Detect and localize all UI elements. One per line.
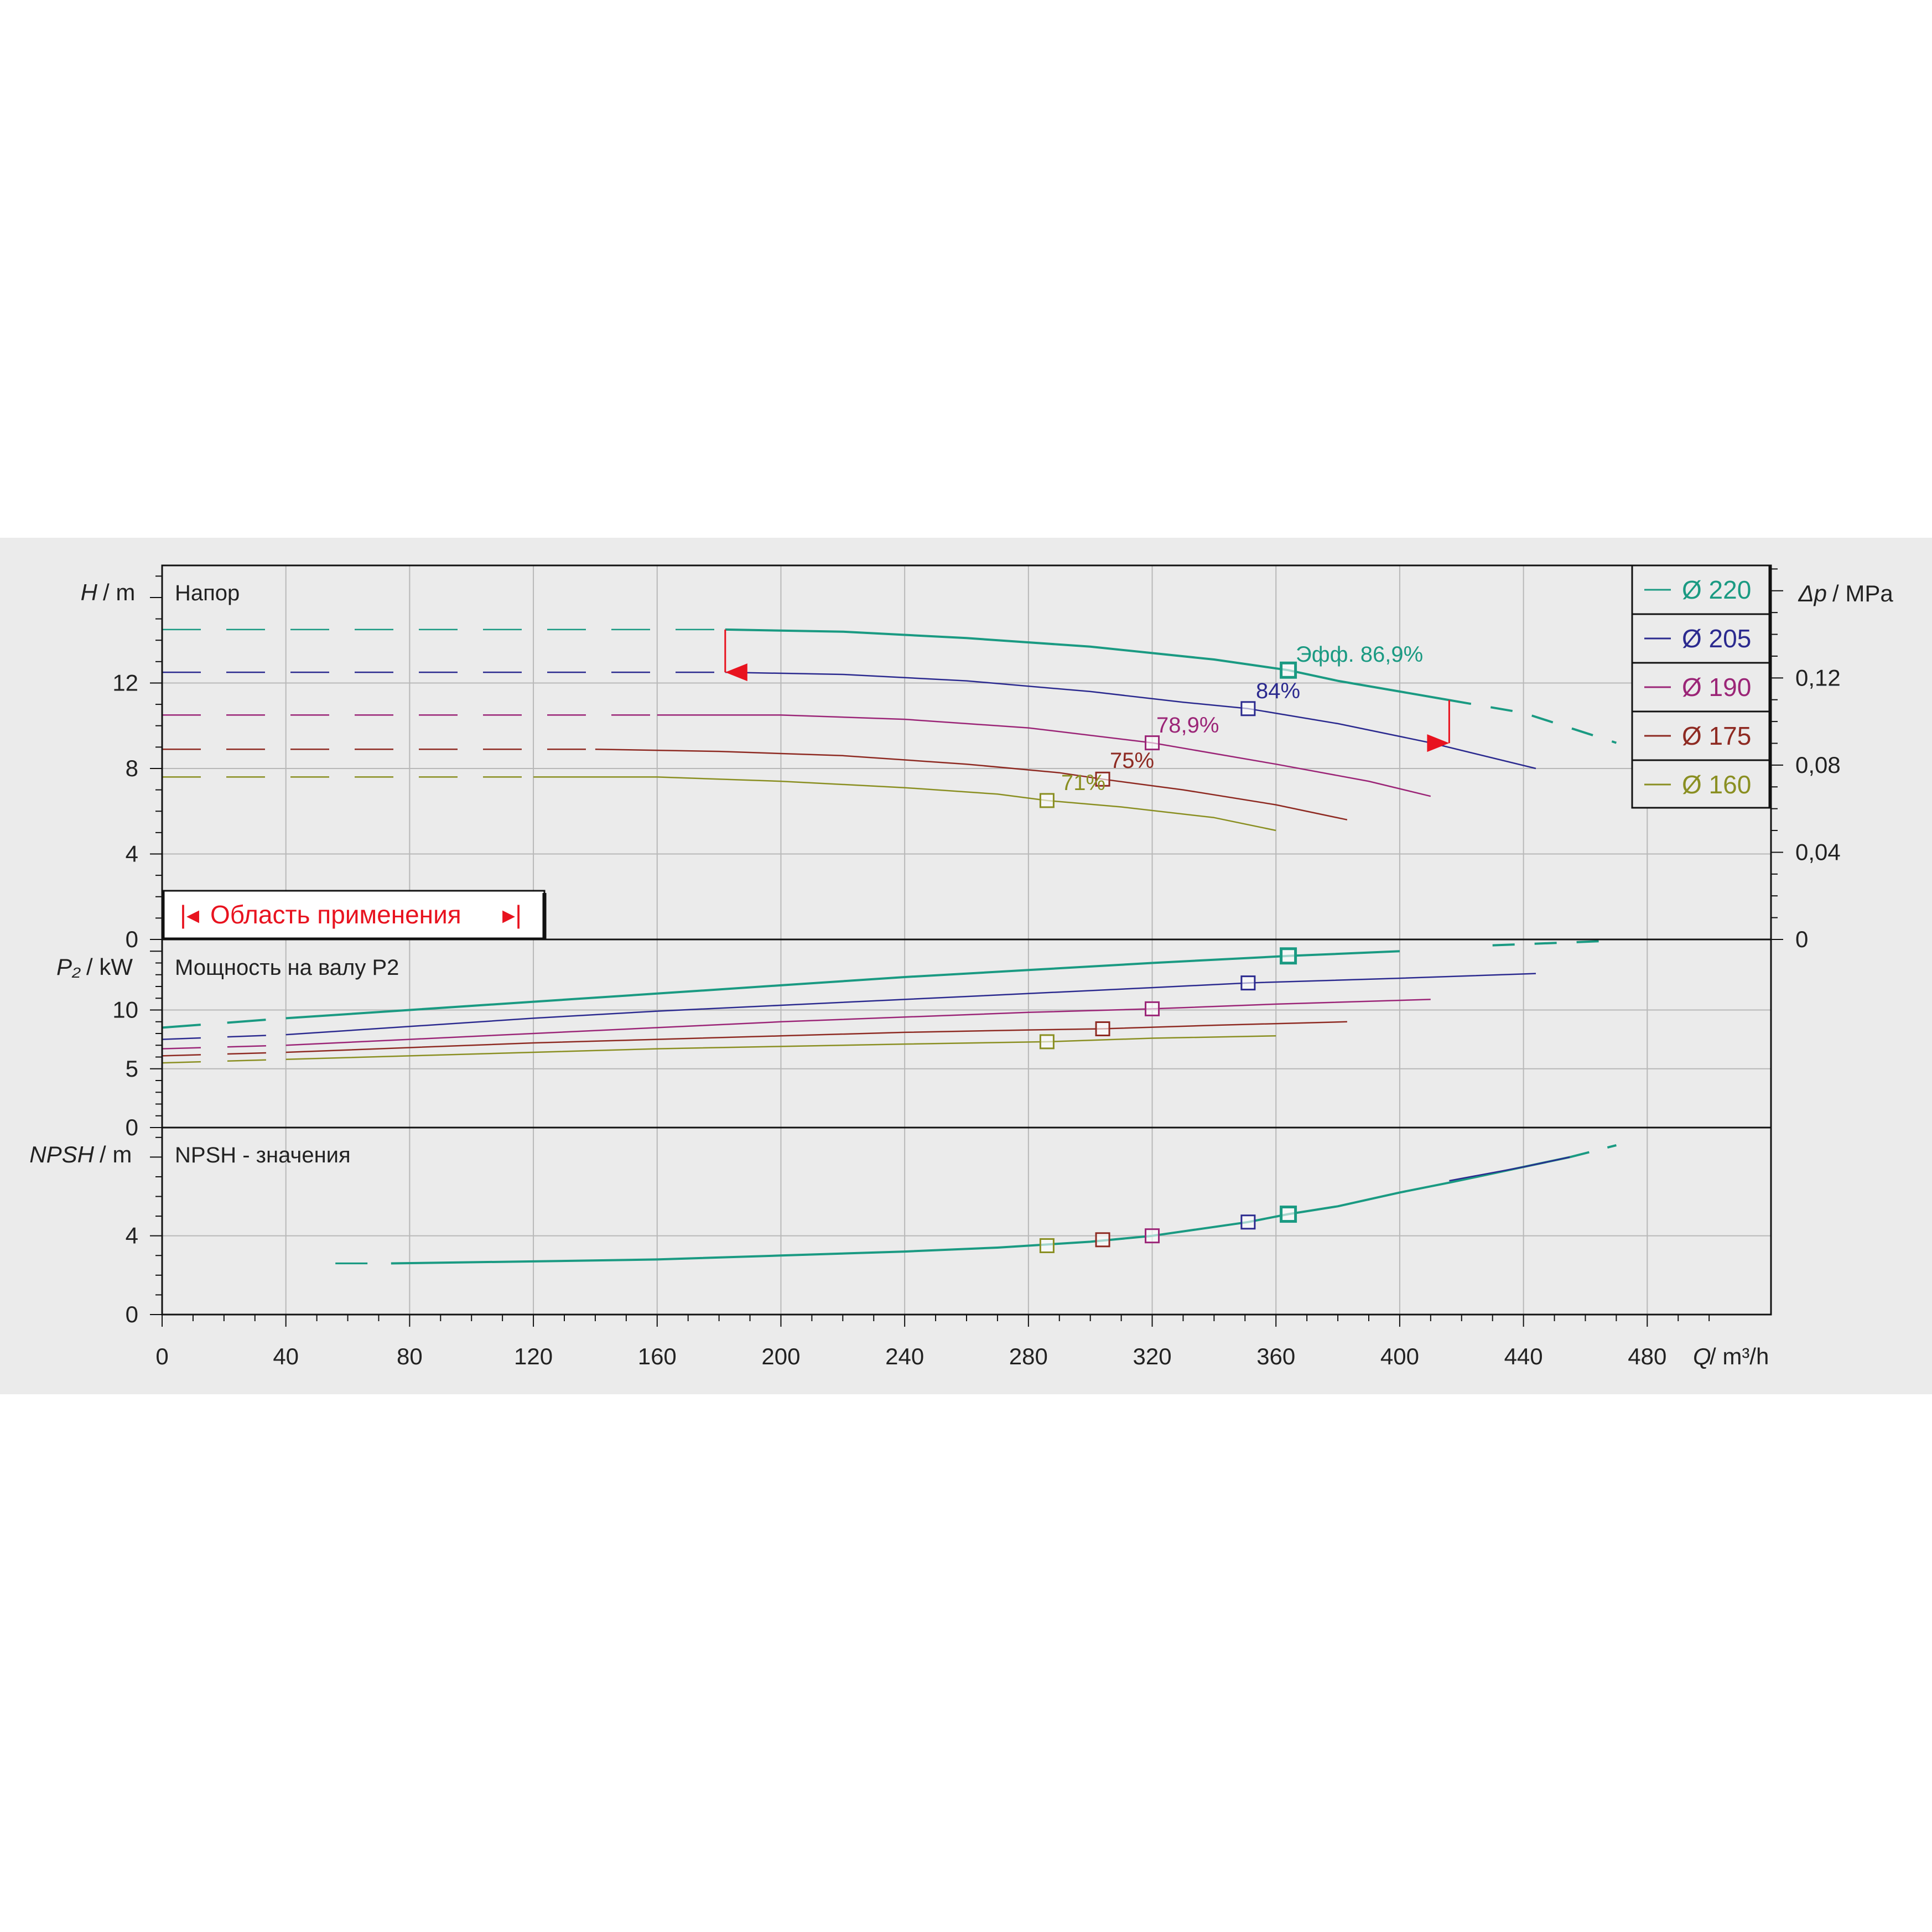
bep-marker-power-d190 xyxy=(1145,1001,1160,1016)
head-curve-d190 xyxy=(657,714,1431,797)
power-dashed-start-d205 xyxy=(162,1033,286,1040)
power-y-tick-label: 10 xyxy=(112,997,138,1023)
x-tick-label: 320 xyxy=(1133,1343,1171,1369)
head-curve-d205 xyxy=(725,671,1536,770)
operating-range-label: Область применения xyxy=(210,900,461,929)
head-ylabel-unit: / m xyxy=(103,579,135,605)
legend-label-d160: Ø 160 xyxy=(1682,770,1751,799)
npsh-y-tick-label: 0 xyxy=(126,1301,138,1327)
xlabel-unit: / m³/h xyxy=(1710,1343,1769,1369)
npsh-ylabel-unit: / m xyxy=(100,1141,132,1167)
pressure-ylabel-unit: / MPa xyxy=(1832,580,1893,606)
power-ylabel-unit: / kW xyxy=(86,954,133,980)
power-curves xyxy=(162,939,1617,1064)
power-ylabel-symbol: P₂ xyxy=(56,954,81,980)
npsh-y-tick-label: 4 xyxy=(126,1223,138,1249)
power-dashed-start-d175 xyxy=(162,1051,286,1057)
power-dashed-start-d220 xyxy=(162,1017,286,1029)
axis-ticks: 0 40 80 120 160 200 240 280 320 360 400 440 48004812… xyxy=(112,568,1841,1369)
pressure-tick-label: 0,04 xyxy=(1795,839,1841,865)
npsh-dashed-end-d220 xyxy=(1570,1144,1617,1159)
pressure-tick-label: 0,12 xyxy=(1795,664,1841,690)
head-curve-d175 xyxy=(595,748,1348,820)
range-marker-right: ▸| xyxy=(502,900,522,929)
efficiency-label-d190: 78,9% xyxy=(1156,713,1219,738)
bep-marker-head-d160 xyxy=(1039,793,1055,808)
bep-marker-head-d190 xyxy=(1145,735,1160,751)
efficiency-label-d205: 84% xyxy=(1256,679,1300,703)
bep-marker-npsh-0 xyxy=(1039,1238,1055,1253)
operating-range-frame xyxy=(163,890,546,939)
head-curve-d160 xyxy=(533,776,1276,832)
npsh-panel-title: NPSH - значения xyxy=(175,1143,351,1167)
head-y-tick-label: 4 xyxy=(126,840,138,866)
bep-marker-power-d205 xyxy=(1240,975,1256,991)
bep-marker-npsh-3 xyxy=(1240,1214,1256,1230)
legend-label-d175: Ø 175 xyxy=(1682,721,1751,750)
efficiency-label-d175: 75% xyxy=(1110,749,1154,773)
head-curves xyxy=(162,628,1617,832)
power-curve-d220 xyxy=(285,950,1400,1020)
x-tick-label: 480 xyxy=(1628,1343,1666,1369)
bep-marker-power-d220 xyxy=(1280,947,1297,965)
x-tick-label: 0 xyxy=(155,1343,168,1369)
npsh-curve-d205 xyxy=(1449,1156,1570,1182)
bep-marker-npsh-1 xyxy=(1095,1232,1110,1248)
head-y-tick-label: 0 xyxy=(126,926,138,952)
head-y-tick-label: 8 xyxy=(126,755,138,781)
bep-marker-head-d205 xyxy=(1240,701,1256,716)
power-dashed-start-d160 xyxy=(162,1058,286,1064)
bep-marker-head-d220 xyxy=(1280,661,1297,679)
head-panel-title: Напор xyxy=(175,581,240,605)
efficiency-annotations: Эфф. 86,9% 84% 78,9% 75% 71% xyxy=(1061,642,1423,795)
head-y-tick-label: 12 xyxy=(112,669,138,695)
x-tick-label: 400 xyxy=(1380,1343,1419,1369)
power-y-tick-label: 0 xyxy=(126,1114,138,1140)
x-tick-label: 280 xyxy=(1009,1343,1048,1369)
x-tick-label: 120 xyxy=(514,1343,553,1369)
operating-limit-arrow-left xyxy=(725,663,747,682)
pressure-tick-label: 0 xyxy=(1795,926,1808,952)
efficiency-label-d220: Эфф. 86,9% xyxy=(1296,642,1423,667)
power-panel-title: Мощность на валу P2 xyxy=(175,955,399,980)
bep-marker-power-d175 xyxy=(1095,1021,1110,1036)
head-dashed-end-d220 xyxy=(1449,699,1617,744)
legend: Ø 220 Ø 205 Ø 190 Ø 175 Ø 160 xyxy=(1631,564,1770,809)
npsh-curve-d220 xyxy=(391,1156,1570,1265)
head-ylabel-symbol: H xyxy=(81,579,98,605)
power-dashed-end-d220 xyxy=(1492,939,1617,947)
legend-label-d190: Ø 190 xyxy=(1682,673,1751,702)
x-tick-label: 360 xyxy=(1256,1343,1295,1369)
x-tick-label: 240 xyxy=(885,1343,924,1369)
x-tick-label: 440 xyxy=(1504,1343,1543,1369)
legend-label-d205: Ø 205 xyxy=(1682,624,1751,653)
pressure-ylabel-symbol: Δp xyxy=(1798,580,1827,606)
power-dashed-start-d190 xyxy=(162,1045,286,1050)
npsh-curves xyxy=(335,1144,1617,1265)
head-curve-d220 xyxy=(725,628,1450,702)
power-curve-d160 xyxy=(285,1035,1276,1061)
legend-label-d220: Ø 220 xyxy=(1682,575,1751,604)
power-curve-d205 xyxy=(285,973,1536,1036)
x-tick-label: 200 xyxy=(761,1343,800,1369)
bep-marker-npsh-2 xyxy=(1145,1228,1160,1244)
efficiency-label-d160: 71% xyxy=(1061,771,1105,795)
x-tick-label: 80 xyxy=(397,1343,423,1369)
power-curve-d175 xyxy=(285,1021,1347,1053)
operating-limit-arrow-right xyxy=(1427,734,1450,752)
bep-marker-head-d175 xyxy=(1095,771,1110,787)
power-curve-d190 xyxy=(285,999,1431,1046)
operating-range-box: |◂ Область применения ▸| xyxy=(163,890,547,939)
pressure-tick-label: 0,08 xyxy=(1795,752,1841,778)
bep-marker-power-d160 xyxy=(1039,1034,1055,1050)
xlabel-symbol: Q xyxy=(1693,1343,1711,1369)
bep-marker-npsh-4 xyxy=(1280,1206,1297,1223)
power-y-tick-label: 5 xyxy=(126,1056,138,1082)
npsh-ylabel-symbol: NPSH xyxy=(29,1141,94,1167)
range-marker-left: |◂ xyxy=(180,900,199,929)
bep-markers xyxy=(724,629,1450,1253)
x-tick-label: 160 xyxy=(638,1343,677,1369)
x-tick-label: 40 xyxy=(273,1343,299,1369)
